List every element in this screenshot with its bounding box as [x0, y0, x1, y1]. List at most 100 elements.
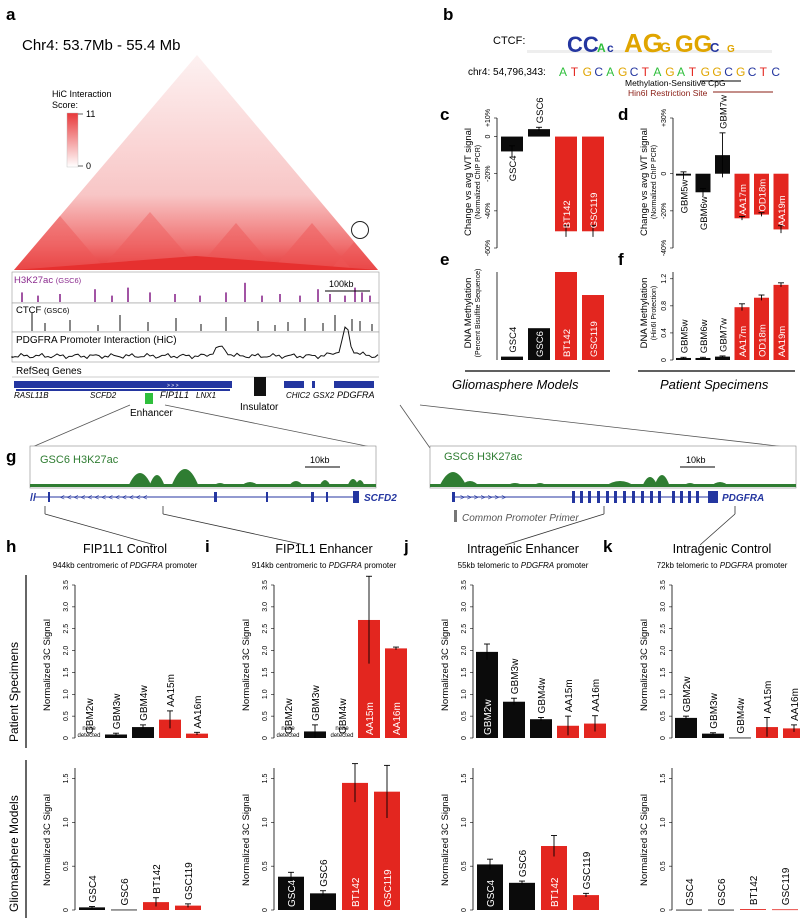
bar-label-aa19m: AA19m — [777, 326, 788, 357]
logo-g2: G — [727, 44, 735, 55]
subtitle-prefix: 914kb centromeric to — [252, 561, 329, 570]
g-scfd2-label: SCFD2 — [364, 493, 397, 504]
panel-d-chart: Change vs avg WT signal (Normalized ChIP … — [639, 95, 789, 256]
pdgfra-exon — [688, 491, 691, 503]
bar-gsc119 — [573, 895, 599, 910]
h3k27ac-peak — [171, 469, 199, 487]
methyl-cpg-label: Methylation-Sensitive CpG — [625, 78, 726, 88]
ctcf-motif-label: CTCF: — [493, 35, 525, 47]
bar-label-bt142: BT142 — [749, 875, 760, 905]
h3k27ac-baseline — [430, 484, 796, 487]
threec-ylabel: Normalized 3C Signal — [440, 619, 451, 711]
bar-label-gbm7w: GBM7w — [719, 318, 730, 352]
f-ylabel-2: (Hin6I Protection) — [651, 286, 658, 340]
y-tick-label: 1.2 — [661, 274, 668, 284]
threec-title: Intragenic Enhancer — [467, 542, 579, 556]
sequence-letter: T — [689, 65, 697, 79]
bar-gsc6 — [528, 129, 550, 137]
subtitle-suffix: promoter — [753, 561, 788, 570]
legend-title-line2: Score: — [52, 100, 78, 110]
none-detected-line1: none — [82, 726, 96, 732]
pdgfra-exon — [614, 491, 617, 503]
y-tick-label: 0.8 — [661, 301, 668, 311]
logo-c: c — [607, 41, 614, 55]
subtitle-gene: PDGFRA — [521, 561, 554, 570]
bar-label-aa15m: AA15m — [365, 702, 376, 735]
bar-gsc6 — [310, 893, 336, 910]
bar-label-gbm6w: GBM6w — [699, 319, 710, 353]
hin6i-label: Hin6I Restriction Site — [628, 88, 708, 98]
y-tick-label: 0 — [262, 908, 269, 912]
y-tick-label: 1.0 — [461, 689, 468, 699]
g-left-gene-model: // < < < < < < < < < < < < < SCFD2 — [30, 491, 397, 504]
sequence-letter: G — [712, 65, 721, 79]
g-left-peaks — [30, 469, 376, 487]
bar-label-aa17m: AA17m — [738, 184, 749, 215]
pdgfra-exon — [588, 491, 591, 503]
hic-domain-1 — [14, 216, 106, 270]
panel-letter-a: a — [6, 5, 16, 24]
bar-label-bt142: BT142 — [562, 329, 573, 357]
bar-label-gsc119: GSC119 — [582, 851, 593, 889]
legend-colorbar — [66, 112, 79, 168]
bar-aa16m — [783, 728, 800, 738]
subtitle-gene: PDGFRA — [130, 561, 163, 570]
logo-c2: C — [710, 40, 720, 55]
bar-aa17m — [734, 307, 750, 360]
bar-label-gsc119: GSC119 — [383, 869, 394, 907]
subtitle-suffix: promoter — [554, 561, 589, 570]
bar-label-gsc119: GSC119 — [589, 321, 600, 357]
bar-gbm3w — [702, 733, 724, 738]
bar-label-gbm2w: GBM2w — [85, 698, 96, 734]
panel-letter-d: d — [618, 105, 628, 124]
bar-label-gbm7w: GBM7w — [719, 95, 730, 129]
bar-gbm7w — [715, 356, 730, 360]
threec-ylabel: Normalized 3C Signal — [241, 619, 252, 711]
h3k27ac-peaks — [21, 282, 371, 302]
panel-letter-j: j — [403, 537, 409, 556]
bar-label-gbm2w: GBM2w — [284, 698, 295, 734]
d-ylabel: Change vs avg WT signal — [639, 128, 650, 236]
sequence-letter: G — [618, 65, 627, 79]
bar-gsc4 — [79, 907, 105, 910]
hic-legend: HiC Interaction Score: 11 0 — [52, 89, 112, 171]
bar-label-gbm2w: GBM2w — [483, 699, 494, 735]
bar-label-gbm3w: GBM3w — [112, 693, 123, 729]
hic-heatmap — [14, 55, 378, 270]
bar-aa16m — [186, 733, 208, 738]
bar-gsc119 — [582, 136, 604, 232]
y-tick-label: 2.5 — [660, 624, 667, 634]
none-detected-line2: detected — [77, 733, 100, 739]
svg-text:< < < < < <: < < < < < < < < < < < < < — [60, 493, 148, 502]
sequence-letter: A — [653, 65, 661, 79]
bar-label-gsc6: GSC6 — [518, 849, 529, 877]
bar-label-gbm4w: GBM4w — [736, 697, 747, 733]
f-ylabel: DNA Methylation — [639, 278, 650, 349]
y-tick-label: -40% — [485, 203, 492, 219]
bar-label-bt142: BT142 — [562, 200, 573, 228]
threec-subtitle: 55kb telomeric to PDGFRA promoter — [458, 561, 589, 570]
y-tick-label: 3.0 — [262, 602, 269, 612]
row-label-glioma: Gliomasphere Models — [7, 795, 21, 912]
bar-gbm2w — [675, 717, 697, 738]
bar-aa15m — [358, 619, 380, 738]
none-detected-line2: detected — [276, 733, 299, 739]
threec-ylabel: Normalized 3C Signal — [241, 794, 252, 886]
subtitle-suffix: promoter — [163, 561, 198, 570]
sequence-letter: C — [771, 65, 780, 79]
bar-gsc4 — [278, 876, 304, 910]
panel-f-chart: DNA Methylation (Hin6I Protection) 0 0.4 0.8… — [639, 272, 789, 362]
g-right-track — [429, 445, 797, 489]
bar-gbm5w — [676, 357, 691, 360]
bar-gsc6 — [708, 909, 734, 911]
subtitle-gene: PDGFRA — [720, 561, 753, 570]
gene-chic2: CHIC2 — [286, 391, 311, 400]
row-label-patient: Patient Specimens — [7, 642, 21, 742]
gene-chic2-bar — [284, 381, 304, 388]
y-tick-label: 0 — [660, 908, 667, 912]
y-tick-label: 0.5 — [63, 711, 70, 721]
y-tick-label: 0 — [661, 172, 668, 176]
sequence-letter: G — [736, 65, 745, 79]
